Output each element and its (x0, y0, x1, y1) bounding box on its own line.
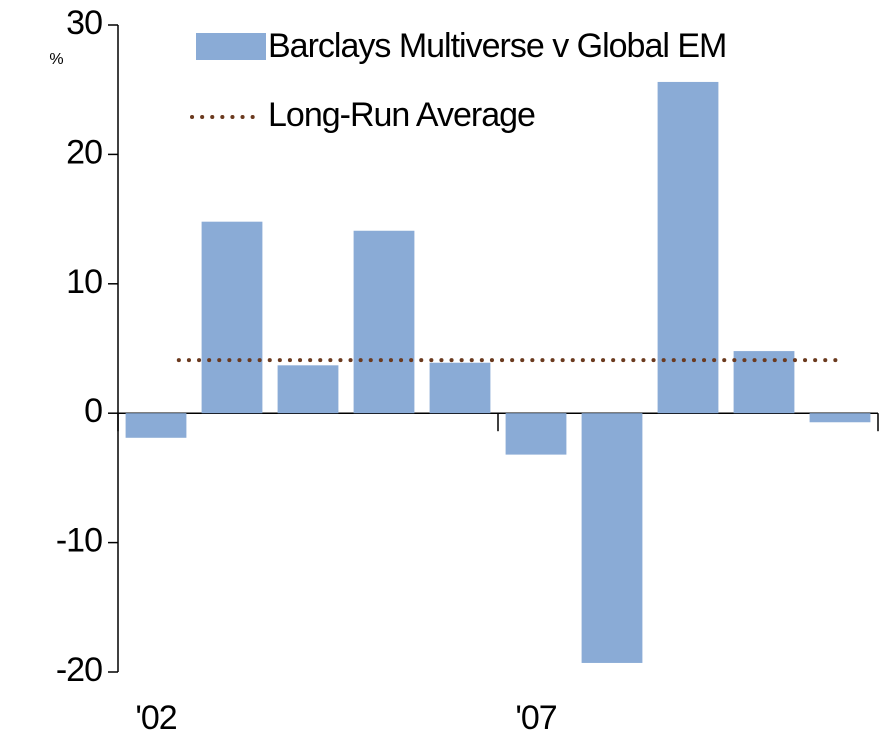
y-tick-label: -20 (56, 651, 102, 689)
x-tick-label: '02 (135, 699, 176, 737)
y-tick-label: -10 (56, 522, 102, 560)
legend-label: Barclays Multiverse v Global EM (268, 27, 726, 65)
bar (353, 230, 415, 414)
legend-label: Long-Run Average (268, 96, 535, 134)
bar (657, 81, 719, 414)
y-tick-label: 20 (66, 133, 102, 171)
bar (125, 413, 187, 438)
legend-swatch (196, 33, 266, 60)
bar (429, 362, 491, 414)
y-tick-label: 0 (84, 392, 102, 430)
y-unit: % (49, 51, 63, 68)
bar (505, 413, 567, 455)
bar (201, 221, 263, 414)
bar (809, 413, 871, 423)
bar (277, 365, 339, 414)
bar (581, 413, 643, 663)
y-tick-label: 30 (66, 4, 102, 42)
x-tick-label: '07 (515, 699, 556, 737)
y-tick-label: 10 (66, 263, 102, 301)
